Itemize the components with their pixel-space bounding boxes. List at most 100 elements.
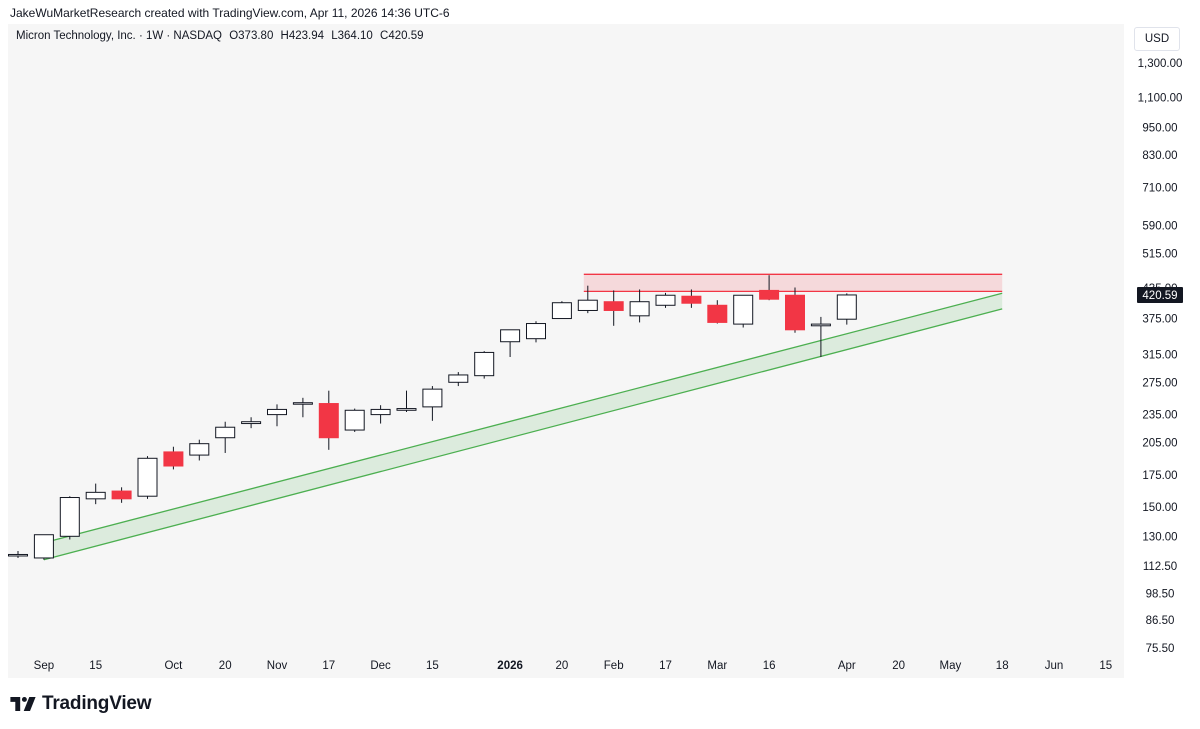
candle-body xyxy=(85,491,106,500)
candle-body xyxy=(215,426,236,439)
time-tick-label: May xyxy=(940,660,962,672)
time-tick-label: 20 xyxy=(892,660,905,672)
candle xyxy=(241,417,262,429)
candle xyxy=(577,285,598,314)
price-tick-label: 205.00 xyxy=(1142,438,1177,450)
chart-frame: Micron Technology, Inc. · 1W · NASDAQ O3… xyxy=(8,24,1192,678)
time-tick-label: Mar xyxy=(707,660,727,672)
price-tick-label: 150.00 xyxy=(1142,502,1177,514)
time-tick-label: 15 xyxy=(89,660,102,672)
price-axis[interactable]: 1,300.00 1,100.00 950.00 830.00 710.00 590.00… xyxy=(1124,24,1192,655)
candle xyxy=(8,551,28,558)
symbol-legend: Micron Technology, Inc. · 1W · NASDAQ O3… xyxy=(16,30,428,42)
candle-body xyxy=(111,490,132,500)
legend-low: L364.10 xyxy=(331,30,373,42)
time-tick-label: Jun xyxy=(1045,660,1064,672)
candle-body xyxy=(370,408,391,416)
candle-body xyxy=(551,302,572,320)
candle-body xyxy=(577,299,598,311)
candle xyxy=(551,301,572,320)
candle-body xyxy=(629,301,650,317)
candle xyxy=(655,292,676,308)
candle xyxy=(215,421,236,453)
time-tick-label: 16 xyxy=(763,660,776,672)
candle xyxy=(344,408,365,432)
time-tick-label: 20 xyxy=(219,660,232,672)
time-tick-label: Sep xyxy=(34,660,54,672)
axis-corner xyxy=(1124,654,1192,678)
time-tick-label: 2026 xyxy=(497,660,523,672)
price-tick-label: 235.00 xyxy=(1142,410,1177,422)
time-tick-label: 17 xyxy=(659,660,672,672)
price-tick-label: 175.00 xyxy=(1142,470,1177,482)
support-channel-lower-line xyxy=(43,308,1003,561)
time-tick-label: Oct xyxy=(164,660,183,672)
candle xyxy=(59,496,80,540)
legend-open: O373.80 xyxy=(229,30,274,42)
legend-close: C420.59 xyxy=(380,30,424,42)
candle xyxy=(396,390,417,412)
candle-body xyxy=(526,323,546,340)
candle-body xyxy=(267,408,287,416)
candle xyxy=(448,372,469,387)
price-tick-label: 950.00 xyxy=(1142,122,1177,134)
candle-body xyxy=(759,289,780,300)
candle-body xyxy=(8,553,28,557)
candle xyxy=(836,293,857,325)
candle-body xyxy=(33,534,54,559)
candle-body xyxy=(59,497,80,537)
tradingview-logo-icon xyxy=(10,697,36,711)
candle xyxy=(733,294,754,328)
candle-body xyxy=(137,457,158,497)
price-tick-label: 86.50 xyxy=(1146,615,1175,627)
candle-body xyxy=(655,294,676,306)
candle xyxy=(189,439,210,461)
candle-body xyxy=(733,294,754,325)
candle xyxy=(422,386,443,421)
time-tick-label: 15 xyxy=(426,660,439,672)
last-price-label: 420.59 xyxy=(1142,290,1177,302)
candle-body xyxy=(603,301,624,311)
price-tick-label: 75.50 xyxy=(1146,643,1175,654)
candle xyxy=(474,351,495,379)
candle-body xyxy=(396,408,417,411)
candle xyxy=(85,483,106,505)
time-tick-label: 15 xyxy=(1099,660,1112,672)
time-axis[interactable]: Sep 15 Oct 20 Nov 17 Dec 15 2026 20 Feb 17 Mar 16 Apr 2… xyxy=(8,654,1124,678)
candle xyxy=(318,390,339,450)
price-tick-label: 1,300.00 xyxy=(1138,58,1183,70)
candle xyxy=(785,287,805,333)
time-tick-label: Dec xyxy=(370,660,391,672)
support-channel-fill xyxy=(43,293,1003,560)
currency-button[interactable]: USD xyxy=(1134,27,1180,51)
candle-body xyxy=(785,294,805,331)
candlestick-chart[interactable] xyxy=(8,24,1124,654)
price-tick-label: 515.00 xyxy=(1142,248,1177,260)
candle xyxy=(810,316,831,358)
time-tick-label: 20 xyxy=(556,660,569,672)
price-tick-label: 275.00 xyxy=(1142,377,1177,389)
time-axis-labels: Sep 15 Oct 20 Nov 17 Dec 15 2026 20 Feb 17 Mar 16 Apr 2… xyxy=(34,660,1113,672)
candle-body xyxy=(422,388,443,408)
candle xyxy=(292,397,313,418)
legend-symbol: Micron Technology, Inc. · 1W · NASDAQ xyxy=(16,30,223,42)
candle-body xyxy=(810,323,831,327)
candle xyxy=(629,289,650,323)
candle-body xyxy=(163,451,184,467)
candle-body xyxy=(292,402,313,405)
candle xyxy=(267,404,287,427)
candle xyxy=(603,290,624,326)
price-tick-label: 130.00 xyxy=(1142,531,1177,543)
candle xyxy=(137,456,158,499)
resistance-zone-fill xyxy=(583,274,1003,292)
support-channel-upper-line xyxy=(43,292,1003,544)
candle xyxy=(370,405,391,424)
candle-body xyxy=(500,329,521,343)
candle xyxy=(163,446,184,470)
candle-body xyxy=(707,304,728,323)
price-tick-label: 98.50 xyxy=(1146,588,1175,600)
time-tick-label: Nov xyxy=(267,660,288,672)
plot-area[interactable]: Micron Technology, Inc. · 1W · NASDAQ O3… xyxy=(8,24,1124,654)
candle-body xyxy=(836,294,857,320)
candle xyxy=(759,275,780,301)
